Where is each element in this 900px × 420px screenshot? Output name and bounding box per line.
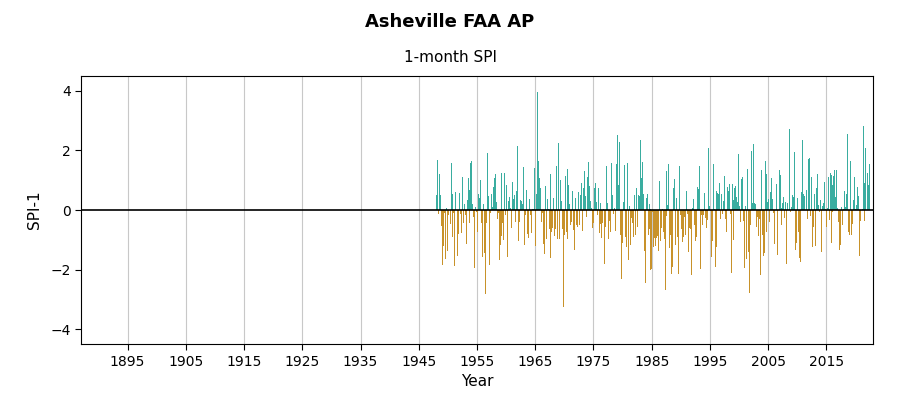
Text: 1-month SPI: 1-month SPI [403, 50, 497, 66]
Text: Asheville FAA AP: Asheville FAA AP [365, 13, 535, 31]
X-axis label: Year: Year [461, 374, 493, 389]
Y-axis label: SPI-1: SPI-1 [27, 191, 42, 229]
